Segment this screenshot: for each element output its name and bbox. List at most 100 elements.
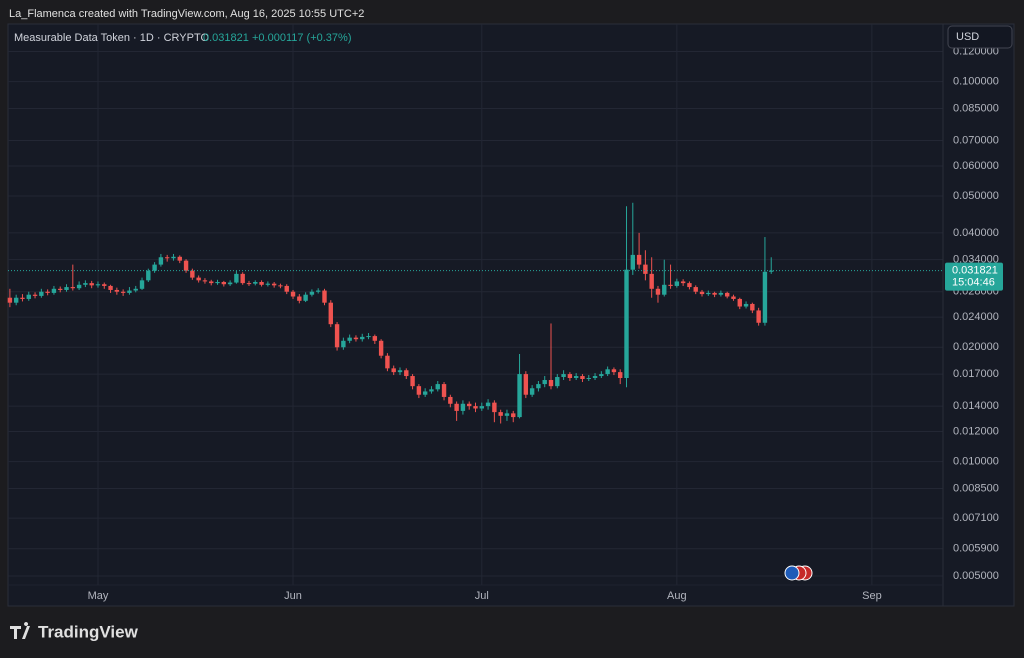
- y-tick-label: 0.070000: [953, 134, 999, 146]
- candle-body: [315, 290, 321, 292]
- y-tick-label: 0.085000: [953, 102, 999, 114]
- candle-body: [687, 283, 692, 288]
- y-tick-label: 0.034000: [953, 254, 999, 266]
- candle-body: [605, 369, 610, 375]
- candle-body: [139, 280, 145, 289]
- candle-body: [26, 294, 31, 299]
- candle-body: [127, 290, 132, 293]
- attribution: La_Flamenca created with TradingView.com…: [9, 8, 364, 20]
- candle-body: [391, 368, 396, 373]
- candle-body: [246, 283, 252, 285]
- x-tick-label: Sep: [862, 590, 882, 602]
- candle-body: [322, 290, 327, 303]
- candle-body: [58, 288, 63, 290]
- candle-body: [215, 281, 220, 284]
- candle-body: [624, 269, 629, 379]
- y-tick-label: 0.024000: [953, 311, 999, 323]
- candle-body: [473, 406, 478, 409]
- candle-body: [580, 376, 585, 380]
- candle-body: [271, 283, 277, 286]
- candle-body: [278, 285, 283, 287]
- candle-body: [76, 284, 82, 289]
- candle-body: [209, 281, 214, 284]
- legend-change: +0.000117 (+0.37%): [252, 32, 351, 44]
- candle-body: [39, 291, 44, 296]
- x-tick-label: Jun: [284, 590, 302, 602]
- candle-body: [618, 372, 623, 379]
- candle-body: [586, 378, 591, 380]
- candle-body: [177, 256, 182, 261]
- currency-label[interactable]: USD: [956, 31, 979, 43]
- candle-body: [680, 281, 686, 284]
- candle-body: [674, 281, 680, 286]
- candle-body: [240, 273, 245, 284]
- legend-price: 0.031821: [203, 32, 249, 44]
- candle-body: [353, 337, 359, 340]
- candle-body: [397, 370, 403, 373]
- y-tick-label: 0.017000: [953, 368, 999, 380]
- currency-button[interactable]: [947, 25, 1013, 49]
- candle-body: [548, 380, 554, 387]
- candle-body: [347, 337, 352, 341]
- x-tick-label: Jul: [475, 590, 489, 602]
- candle-body: [158, 257, 164, 265]
- candle-body: [171, 256, 176, 259]
- candle-body: [64, 287, 69, 290]
- candle-body: [649, 273, 654, 289]
- y-tick-label: 0.007100: [953, 512, 999, 524]
- y-tick-label: 0.060000: [953, 160, 999, 172]
- candle-body: [221, 281, 227, 285]
- candle-body: [13, 297, 19, 303]
- candle-body: [699, 291, 705, 295]
- candle-body: [404, 370, 409, 377]
- logo: TradingView: [10, 622, 139, 641]
- candle-body: [183, 260, 189, 271]
- chart-panel: [7, 23, 1015, 607]
- candle-body: [467, 403, 472, 407]
- candle-body: [750, 303, 755, 311]
- candle-body: [662, 284, 667, 295]
- candle-body: [152, 264, 157, 271]
- candle-body: [378, 340, 384, 356]
- candle-body: [328, 302, 333, 325]
- candle-body: [429, 389, 434, 392]
- candle-body: [45, 291, 50, 293]
- price-tag-countdown: 15:04:46: [952, 277, 995, 289]
- plot: [7, 202, 943, 424]
- candle-body: [448, 396, 453, 404]
- candle-body: [592, 376, 598, 379]
- candle-body: [70, 287, 76, 289]
- candle-body: [536, 384, 541, 389]
- candle-body: [284, 285, 289, 292]
- candle-body: [234, 273, 239, 283]
- candle-body: [146, 270, 151, 281]
- y-tick-label: 0.020000: [953, 341, 999, 353]
- candle-body: [366, 336, 371, 338]
- candle-body: [479, 406, 484, 409]
- y-tick-label: 0.100000: [953, 76, 999, 88]
- x-tick-label: Aug: [667, 590, 687, 602]
- candle-body: [32, 294, 38, 296]
- y-tick-label: 0.010000: [953, 456, 999, 468]
- candle-body: [89, 283, 94, 286]
- y-tick-label: 0.005900: [953, 543, 999, 555]
- candle-body: [20, 297, 25, 299]
- symbol-legend: Measurable Data Token · 1D · CRYPTO: [14, 32, 209, 44]
- candle-body: [297, 296, 302, 301]
- candle-body: [334, 324, 340, 348]
- candle-body: [360, 336, 365, 340]
- candle-body: [630, 254, 636, 270]
- price-tag-value: 0.031821: [952, 265, 998, 277]
- candle-body: [542, 380, 547, 385]
- candle-body: [164, 257, 170, 259]
- candle-body: [668, 284, 673, 286]
- candle-body: [498, 412, 503, 416]
- y-tick-label: 0.008500: [953, 482, 999, 494]
- event-icons: [784, 565, 813, 581]
- y-tick-label: 0.005000: [953, 570, 999, 582]
- candle-body: [190, 270, 195, 278]
- candle-body: [567, 374, 573, 379]
- candle-body: [523, 374, 529, 395]
- logo-text: TradingView: [38, 622, 139, 641]
